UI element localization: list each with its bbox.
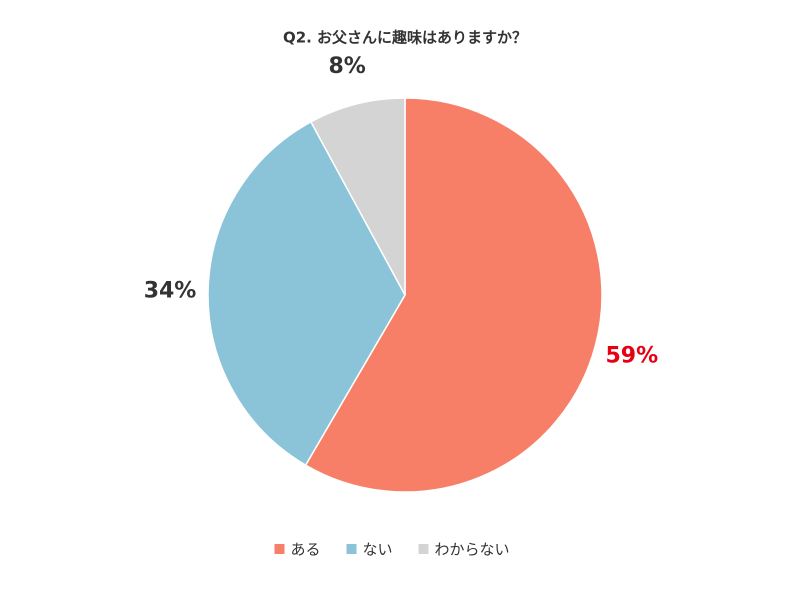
pie-slice [207, 120, 406, 467]
legend-swatch [346, 544, 357, 554]
chart-title: Q2. お父さんに趣味はありますか？ [283, 29, 527, 47]
legend-label: ない [363, 541, 393, 559]
legend-swatch [274, 544, 285, 554]
data-label: 59% [605, 343, 658, 368]
pie-slice [309, 97, 406, 296]
legend-label: ある [291, 541, 321, 559]
data-label: 34% [144, 278, 197, 303]
legend-swatch [418, 544, 429, 554]
legend-label: わからない [435, 541, 510, 559]
data-label: 8% [328, 54, 365, 79]
pie-slice [304, 97, 603, 493]
